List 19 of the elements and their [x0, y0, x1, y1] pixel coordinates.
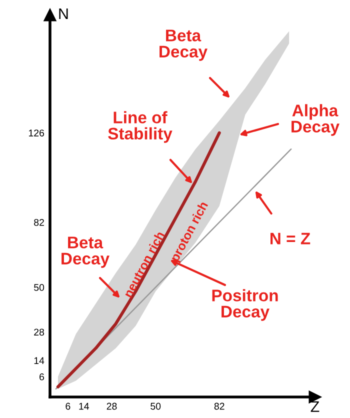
y-tick-label: 14	[34, 357, 44, 364]
annotation: Line of Stability	[108, 111, 172, 143]
x-tick-label: 6	[66, 402, 70, 410]
y-tick-label: 126	[28, 130, 44, 136]
y-tick-label: 28	[34, 328, 44, 336]
x-axis-title: Z	[310, 401, 320, 412]
annotation: Positron Decay	[212, 289, 278, 321]
annotation: Beta Decay	[160, 30, 208, 61]
annotation: Alpha Decay	[292, 104, 340, 136]
x-tick-label: 28	[106, 402, 117, 410]
x-tick-label: 82	[214, 402, 224, 410]
x-tick-label: 50	[150, 402, 161, 410]
annotation: N = Z	[270, 232, 310, 244]
annotation: Beta Decay	[62, 236, 110, 268]
y-axis-title: N	[59, 8, 68, 19]
y-tick-label: 50	[34, 284, 44, 291]
y-tick-label: 82	[34, 218, 44, 226]
x-tick-label: 14	[79, 402, 89, 410]
y-tick-label: 6	[40, 373, 44, 380]
